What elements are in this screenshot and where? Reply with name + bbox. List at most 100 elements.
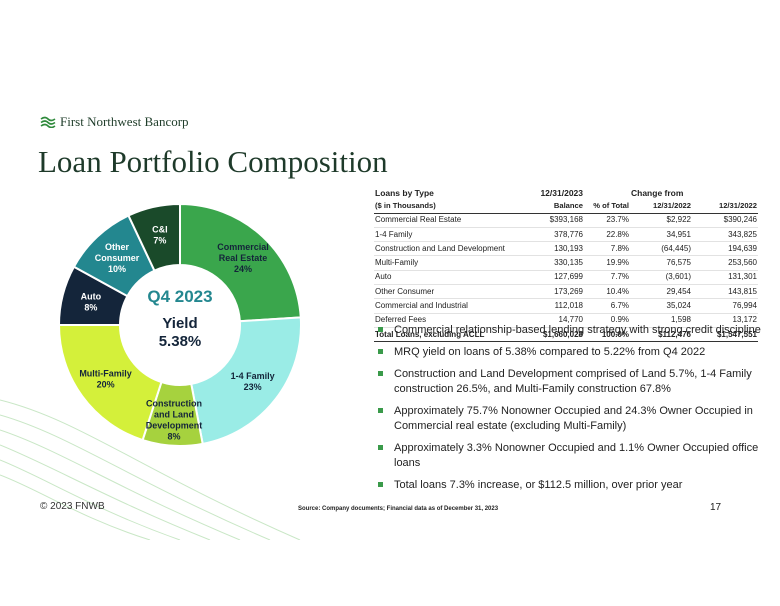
slice-label-line: 8%: [84, 303, 97, 313]
cell-loan-type: Other Consumer: [374, 284, 528, 300]
total-balance: $1,660,028: [528, 326, 584, 343]
center-label-period: Q4 2023: [147, 287, 212, 306]
total-percent: 100.0%: [584, 326, 630, 343]
slice-label-line: 7%: [153, 236, 166, 246]
cell-loan-type: Commercial and Industrial: [374, 298, 528, 314]
bullet-item: MRQ yield on loans of 5.38% compared to …: [376, 345, 776, 360]
slice-label-line: Other: [105, 242, 130, 252]
bullet-text: Construction and Land Development compri…: [394, 368, 752, 395]
column-header-percent: % of Total: [584, 199, 630, 214]
table-row: Commercial Real Estate $393,168 23.7% $2,92…: [374, 213, 758, 228]
cell-loan-type: Construction and Land Development: [374, 241, 528, 257]
total-change: $112,476: [630, 326, 692, 343]
cell-prior-balance: 76,994: [692, 298, 758, 314]
slice-label: C&I 7%: [152, 225, 168, 246]
cell-balance: 130,193: [528, 241, 584, 257]
slice-label-line: Consumer: [95, 253, 140, 263]
bullet-text: Approximately 75.7% Nonowner Occupied an…: [394, 405, 753, 432]
cell-prior-balance: 253,560: [692, 255, 758, 271]
slice-label-line: 24%: [234, 264, 252, 274]
bullet-item: Commercial relationship-based lending st…: [376, 323, 776, 338]
bullet-item: Approximately 3.3% Nonowner Occupied and…: [376, 441, 776, 471]
units-note: ($ in Thousands): [374, 199, 528, 214]
table-heading: Loans by Type: [375, 187, 434, 198]
slice-label-line: Commercial: [217, 242, 269, 252]
cell-balance: 127,699: [528, 270, 584, 286]
cell-prior-balance: 131,301: [692, 270, 758, 286]
total-label: Total Loans, excluding ACLL: [374, 326, 528, 343]
slice-label-line: Real Estate: [219, 253, 268, 263]
bullet-item: Approximately 75.7% Nonowner Occupied an…: [376, 404, 776, 434]
slice-label: Other Consumer 10%: [95, 242, 140, 274]
cell-balance: 173,269: [528, 284, 584, 300]
company-logo: First Northwest Bancorp: [40, 114, 189, 130]
slice-label-line: Construction: [146, 398, 202, 408]
column-header-balance: Balance: [528, 199, 584, 214]
bullet-item: Construction and Land Development compri…: [376, 367, 776, 397]
table-row: Construction and Land Development 130,193…: [374, 241, 758, 257]
cell-balance: 330,135: [528, 255, 584, 271]
cell-change-value: 34,951: [630, 227, 692, 243]
slice-label-line: C&I: [152, 225, 168, 235]
donut-slice: [127, 202, 181, 273]
cell-change-value: (64,445): [630, 241, 692, 257]
slice-label-line: Development: [146, 420, 203, 430]
cell-change-value: 29,454: [630, 284, 692, 300]
table-total-row: Total Loans, excluding ACLL $1,660,028 1…: [374, 326, 758, 343]
cell-percent-of-total: 22.8%: [584, 227, 630, 243]
donut-slice: [190, 316, 302, 446]
table-heading-blank: [692, 186, 758, 199]
bullet-square-icon: [378, 445, 383, 450]
slice-label: Multi-Family 20%: [79, 369, 132, 390]
cell-balance: $393,168: [528, 213, 584, 228]
cell-prior-balance: 143,815: [692, 284, 758, 300]
cell-prior-balance: 194,639: [692, 241, 758, 257]
slice-label: Auto 8%: [81, 292, 102, 313]
table-row: Deferred Fees 14,770 0.9% 1,598 13,172: [374, 313, 758, 328]
table-header-row: Loans by Type 12/31/2023 Change from: [374, 186, 758, 199]
cell-change-value: (3,601): [630, 270, 692, 286]
total-prior: $1,547,551: [692, 326, 758, 343]
slice-label: 1-4 Family 23%: [231, 371, 275, 392]
slice-label-line: 1-4 Family: [231, 371, 275, 381]
bullet-square-icon: [378, 327, 383, 332]
cell-change-value: $2,922: [630, 213, 692, 228]
cell-percent-of-total: 23.7%: [584, 213, 630, 228]
bullet-text: Commercial relationship-based lending st…: [394, 324, 761, 336]
loan-donut-chart: Commercial Real Estate 24% 1-4 Family 23% Con…: [57, 202, 302, 447]
bullet-item: Total loans 7.3% increase, or $112.5 mil…: [376, 478, 776, 493]
cell-percent-of-total: 7.7%: [584, 270, 630, 286]
cell-percent-of-total: 19.9%: [584, 255, 630, 271]
page-title: Loan Portfolio Composition: [38, 144, 388, 179]
table-row: Commercial and Industrial 112,018 6.7% 35,0…: [374, 298, 758, 314]
table-subheader-row: ($ in Thousands) Balance % of Total 12/3…: [374, 199, 758, 214]
bullet-square-icon: [378, 408, 383, 413]
donut-slice: [179, 202, 302, 323]
cell-loan-type: Auto: [374, 270, 528, 286]
slice-label-line: and Land: [154, 409, 194, 419]
slice-label-line: 8%: [168, 431, 181, 441]
page-number: 17: [710, 502, 722, 513]
table-heading-change: Change from: [631, 187, 684, 198]
center-label-yield: Yield: [162, 315, 197, 332]
logo-waves-icon: [40, 116, 56, 128]
slice-label-line: Auto: [81, 292, 102, 302]
cell-percent-of-total: 6.7%: [584, 298, 630, 314]
logo-text: First Northwest Bancorp: [60, 114, 189, 129]
cell-change-value: 76,575: [630, 255, 692, 271]
cell-loan-type: Multi-Family: [374, 255, 528, 271]
cell-balance: 378,776: [528, 227, 584, 243]
slice-label: Commercial Real Estate 24%: [217, 242, 269, 274]
cell-prior-balance: 343,825: [692, 227, 758, 243]
decorative-curves: [0, 399, 301, 540]
slice-label: Construction and Land Development 8%: [146, 398, 203, 441]
bullet-text: Total loans 7.3% increase, or $112.5 mil…: [394, 479, 683, 491]
table-heading-date: 12/31/2023: [540, 187, 583, 198]
table-row: Multi-Family 330,135 19.9% 76,575 253,560: [374, 255, 758, 271]
slice-label-line: 20%: [97, 380, 115, 390]
slice-label-line: 23%: [244, 382, 262, 392]
bullet-text: Approximately 3.3% Nonowner Occupied and…: [394, 442, 759, 469]
bullet-square-icon: [378, 482, 383, 487]
cell-balance: 112,018: [528, 298, 584, 314]
copyright: © 2023 FNWB: [40, 501, 105, 512]
